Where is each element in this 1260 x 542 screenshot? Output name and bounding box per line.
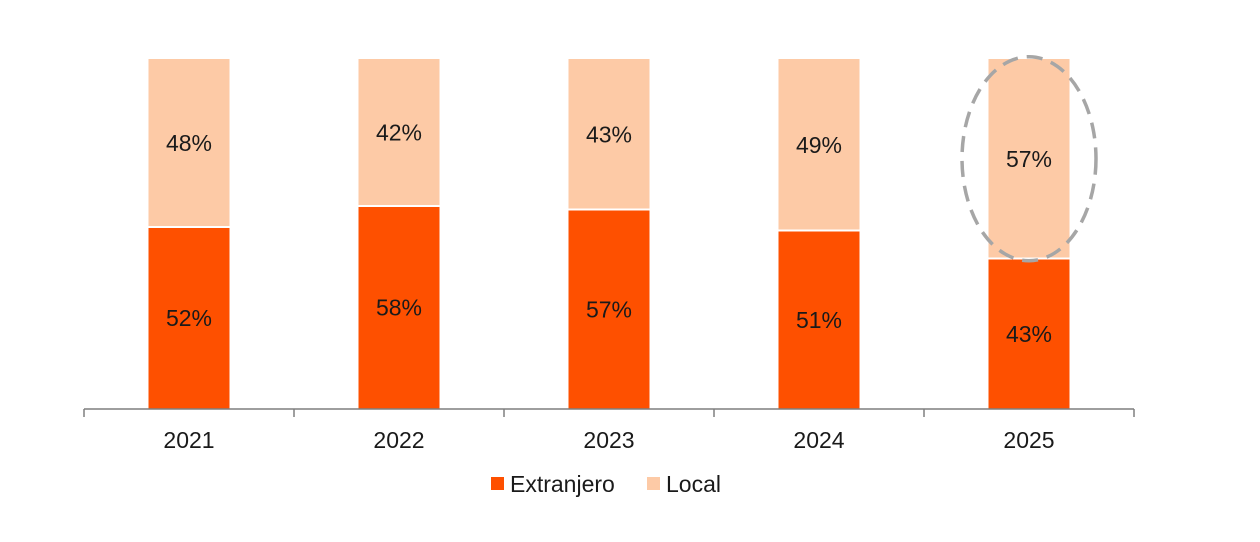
bar-extranjero-2024 bbox=[778, 230, 860, 409]
bar-extranjero-2022 bbox=[358, 206, 440, 409]
bar-local-2024 bbox=[778, 59, 860, 231]
bars-layer bbox=[148, 59, 1070, 409]
legend-swatch-local bbox=[647, 477, 660, 490]
x-tick-label-2021: 2021 bbox=[163, 427, 214, 453]
highlight-layer bbox=[960, 55, 1098, 263]
bar-local-2022 bbox=[358, 59, 440, 206]
x-tick-label-2025: 2025 bbox=[1003, 427, 1054, 453]
bar-local-2023 bbox=[568, 59, 650, 210]
segment-labels-layer: 52% 48% 58% 42% 57% 43% 51% 49% 43% 57% bbox=[166, 120, 1052, 347]
data-label-local-2021: 48% bbox=[166, 130, 212, 156]
data-label-local-2024: 49% bbox=[796, 132, 842, 158]
bar-local-2025 bbox=[988, 59, 1070, 259]
x-tick-label-2022: 2022 bbox=[373, 427, 424, 453]
bar-extranjero-2025 bbox=[988, 258, 1070, 409]
bar-extranjero-2023 bbox=[568, 209, 650, 409]
data-label-extranjero-2022: 58% bbox=[376, 295, 422, 321]
bar-extranjero-2021 bbox=[148, 227, 230, 409]
legend-label-local: Local bbox=[666, 471, 721, 497]
data-label-extranjero-2024: 51% bbox=[796, 307, 842, 333]
data-label-local-2023: 43% bbox=[586, 121, 632, 147]
legend: Extranjero Local bbox=[491, 471, 721, 497]
x-tick-label-2024: 2024 bbox=[793, 427, 844, 453]
bar-local-2021 bbox=[148, 59, 230, 227]
x-axis: 2021 2022 2023 2024 2025 bbox=[83, 408, 1135, 453]
legend-swatch-extranjero bbox=[491, 477, 504, 490]
data-label-local-2022: 42% bbox=[376, 120, 422, 146]
data-label-extranjero-2025: 43% bbox=[1006, 321, 1052, 347]
data-label-extranjero-2023: 57% bbox=[586, 296, 632, 322]
data-label-local-2025: 57% bbox=[1006, 146, 1052, 172]
legend-label-extranjero: Extranjero bbox=[510, 471, 615, 497]
x-tick-label-2023: 2023 bbox=[583, 427, 634, 453]
highlight-ellipse bbox=[960, 55, 1098, 263]
data-label-extranjero-2021: 52% bbox=[166, 305, 212, 331]
